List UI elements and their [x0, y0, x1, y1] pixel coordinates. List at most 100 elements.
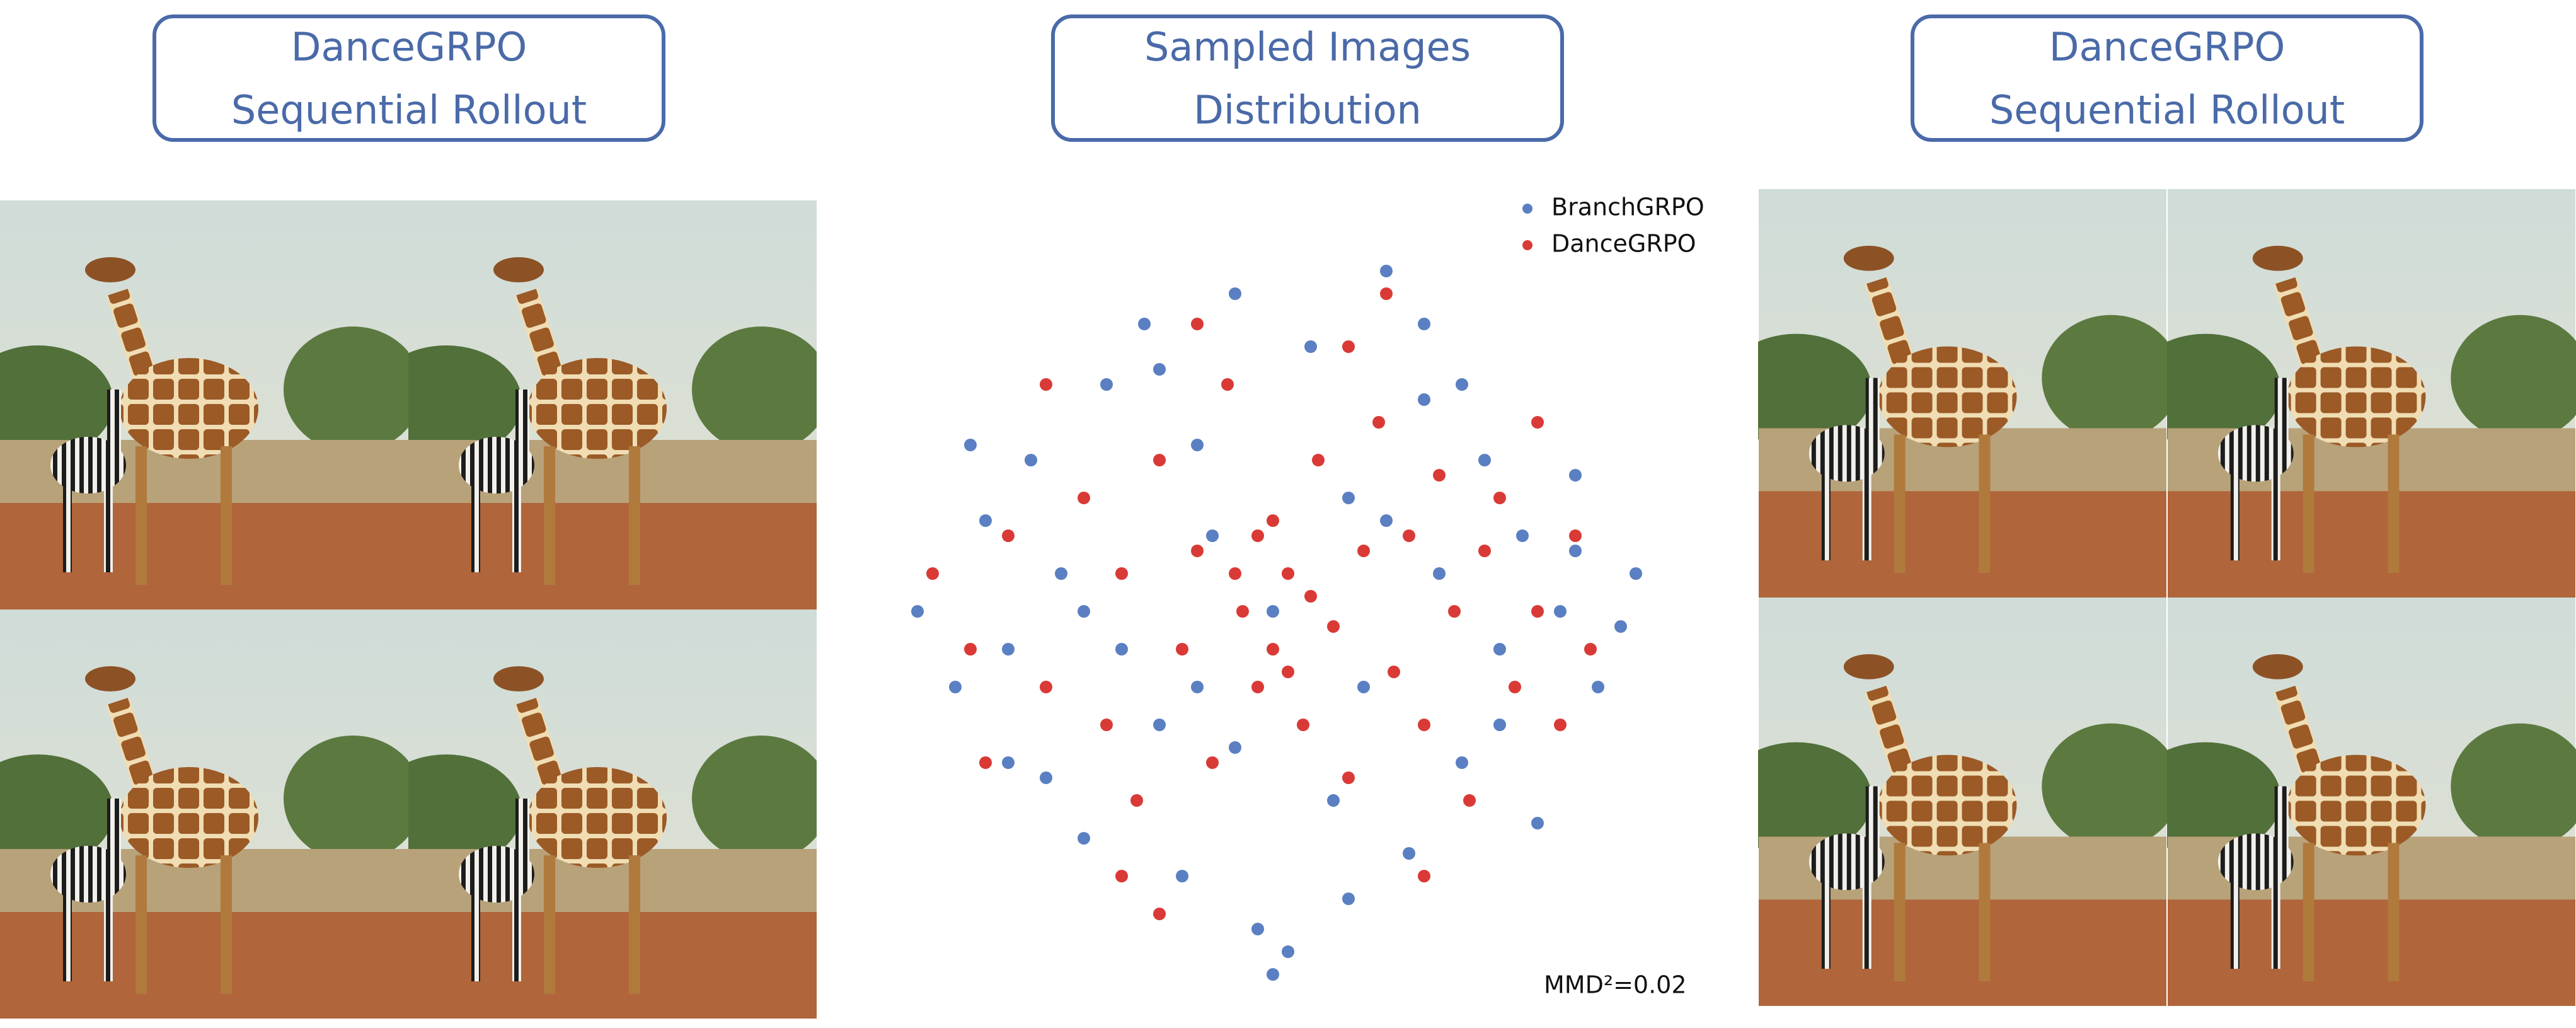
scatter-point [1569, 545, 1582, 557]
scatter-point [1388, 666, 1400, 678]
scatter-point [1448, 605, 1461, 618]
scatter-point [1176, 870, 1188, 882]
scatter-point [1456, 378, 1468, 391]
sample-image [0, 200, 408, 609]
scatter-point [1078, 492, 1090, 504]
scatter-point [1078, 832, 1090, 845]
scatter-point [926, 567, 939, 580]
scatter-point [1372, 416, 1385, 429]
sample-image [0, 609, 408, 1019]
scatter-point [964, 643, 977, 655]
scatter-point [1115, 643, 1128, 655]
scatter-point [1130, 794, 1143, 807]
scatter-point [1463, 794, 1476, 807]
header-line: Sequential Rollout [1989, 87, 2345, 133]
scatter-point [1153, 363, 1166, 376]
scatter-point [1206, 529, 1219, 542]
scatter-point [1153, 908, 1166, 920]
scatter-point [1630, 567, 1642, 580]
scatter-point [1531, 605, 1544, 618]
scatter-point [1251, 923, 1264, 935]
scatter-point [1191, 545, 1204, 557]
header-box [1911, 14, 2424, 142]
scatter-point [1040, 681, 1052, 693]
scatter-point [1380, 265, 1393, 277]
scatter-point [1478, 454, 1491, 466]
scatter-point [1100, 378, 1113, 391]
sample-image [2167, 598, 2576, 1006]
scatter-point [1100, 719, 1113, 731]
scatter-point [1312, 454, 1325, 466]
scatter-point [1191, 439, 1204, 451]
scatter-point [1282, 567, 1294, 580]
header-left: DanceGRPO Sequential Rollout [152, 14, 665, 142]
scatter-point [979, 514, 992, 527]
scatter-point [1267, 605, 1279, 618]
scatter-point [949, 681, 962, 693]
scatter-point [1297, 719, 1309, 731]
legend-marker [1522, 204, 1532, 214]
scatter-point [1002, 643, 1015, 655]
scatter-point [1456, 756, 1468, 769]
scatter-point [1055, 567, 1067, 580]
scatter-point [1327, 620, 1340, 633]
scatter-point [1229, 287, 1241, 300]
scatter-point [1267, 643, 1279, 655]
scatter-point [1614, 620, 1627, 633]
scatter-point [1251, 529, 1264, 542]
sample-image [408, 200, 817, 609]
legend-label: DanceGRPO [1551, 230, 1696, 258]
scatter-point [1418, 870, 1430, 882]
scatter-point [1138, 318, 1151, 330]
scatter-point [1153, 454, 1166, 466]
header-line: Sampled Images [1144, 24, 1471, 70]
scatter-point [1267, 968, 1279, 981]
scatter-point [1516, 529, 1529, 542]
scatter-point [911, 605, 924, 618]
scatter-point [1191, 681, 1204, 693]
scatter-point [1493, 643, 1506, 655]
scatter-point [1403, 529, 1415, 542]
header-line: Distribution [1193, 87, 1422, 133]
scatter-point [1153, 719, 1166, 731]
scatter-point [1433, 567, 1446, 580]
scatter-point [1584, 643, 1597, 655]
scatter-point [1115, 567, 1128, 580]
sample-image [408, 609, 817, 1019]
scatter-point [1267, 514, 1279, 527]
scatter-point [1493, 719, 1506, 731]
scatter-point [1569, 529, 1582, 542]
scatter-point [1251, 681, 1264, 693]
scatter-point [1221, 378, 1234, 391]
scatter-point [1342, 340, 1355, 353]
header-line: DanceGRPO [2049, 24, 2286, 70]
scatter-point [1206, 756, 1219, 769]
scatter-point [979, 756, 992, 769]
scatter-point [1554, 719, 1567, 731]
scatter-point [1380, 287, 1393, 300]
scatter-point [1342, 771, 1355, 784]
sample-image [2167, 189, 2576, 598]
header-box [1051, 14, 1564, 142]
scatter-point [1282, 666, 1294, 678]
scatter-point [1569, 469, 1582, 482]
legend-marker [1522, 240, 1532, 250]
scatter-point [1357, 545, 1370, 557]
scatter-point [1554, 605, 1567, 618]
scatter-point [1342, 492, 1355, 504]
scatter-point [1002, 756, 1015, 769]
scatter-point [1342, 892, 1355, 905]
scatter-point [1025, 454, 1037, 466]
header-box [152, 14, 665, 142]
header-line: DanceGRPO [291, 24, 527, 70]
scatter-point [1509, 681, 1521, 693]
scatter-point [1418, 393, 1430, 406]
sample-image [1758, 598, 2167, 1006]
legend-label: BranchGRPO [1551, 193, 1705, 221]
annotation: MMD²=0.02 [1544, 971, 1687, 999]
scatter-point [1418, 719, 1430, 731]
scatter-point [1040, 378, 1052, 391]
scatter-point [1531, 416, 1544, 429]
scatter-point [1478, 545, 1491, 557]
